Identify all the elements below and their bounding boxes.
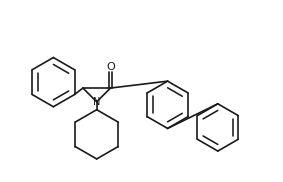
Text: O: O	[106, 62, 115, 72]
Text: N: N	[93, 97, 100, 107]
